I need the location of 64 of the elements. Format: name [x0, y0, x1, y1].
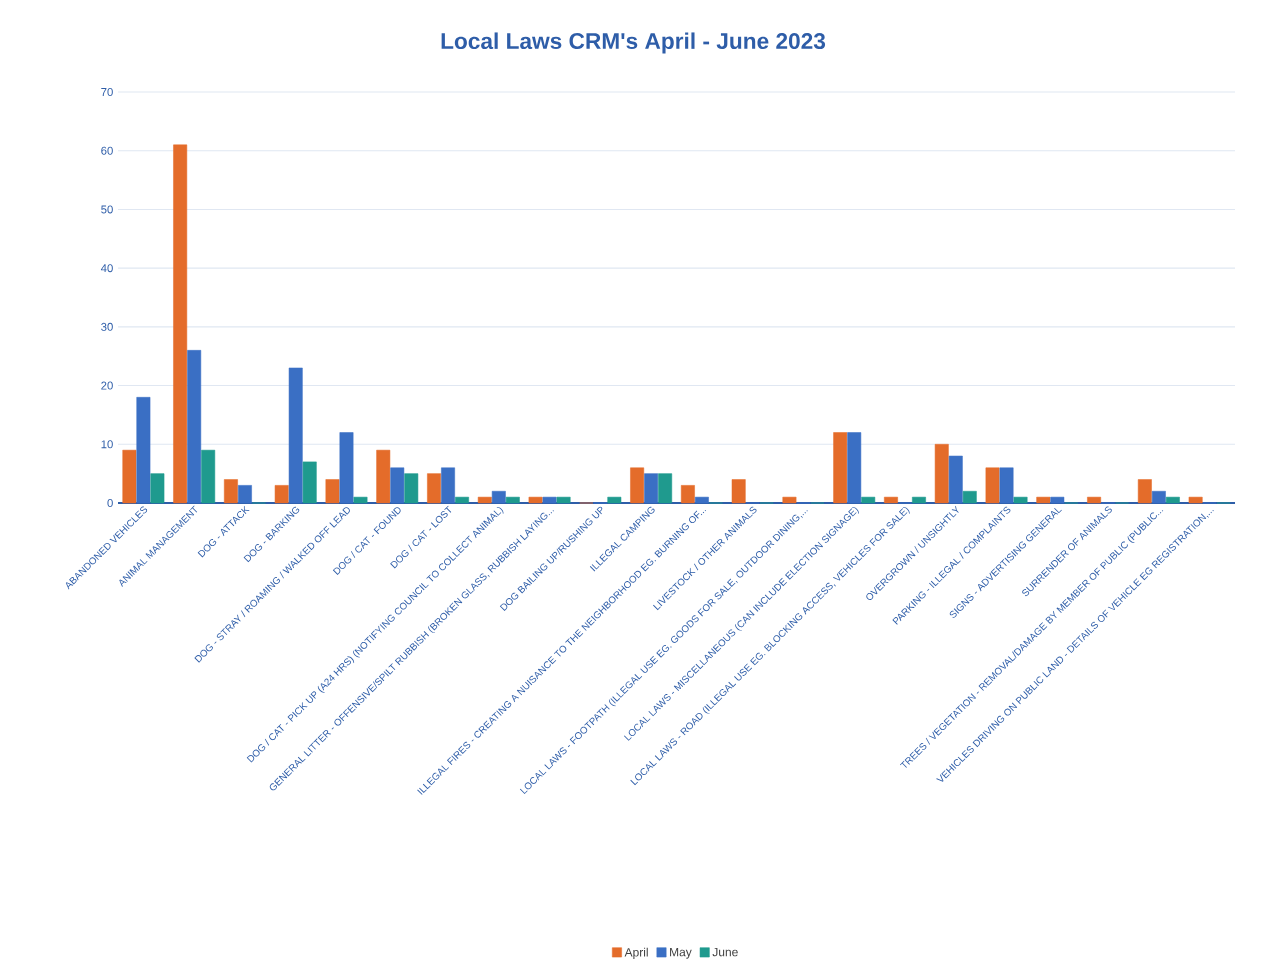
- bar: [325, 479, 340, 504]
- bar: [999, 467, 1014, 504]
- bar: [630, 467, 645, 504]
- bar: [861, 496, 876, 504]
- bar: [353, 496, 368, 504]
- bar: [427, 473, 441, 504]
- bar: [644, 473, 659, 504]
- bar: [1050, 496, 1065, 504]
- y-tick-label: 50: [101, 205, 113, 214]
- bar: [962, 490, 977, 504]
- bar: [173, 144, 188, 504]
- bar: [136, 397, 151, 504]
- bar: [658, 473, 673, 504]
- bar: [1013, 496, 1028, 504]
- bar: [528, 496, 543, 504]
- bar: [1165, 496, 1180, 504]
- y-tick-label: 30: [101, 322, 113, 331]
- bar: [339, 432, 354, 504]
- bar: [1036, 496, 1051, 504]
- bar: [201, 449, 216, 504]
- bar: [934, 444, 949, 504]
- y-tick-label: 20: [101, 381, 113, 390]
- bar: [833, 432, 848, 504]
- bar: [1151, 490, 1166, 504]
- y-tick-label: 60: [101, 146, 113, 155]
- bar: [731, 479, 746, 504]
- y-tick-label: 70: [101, 88, 113, 97]
- bar: [556, 496, 571, 504]
- bar: [477, 496, 492, 504]
- bar: [376, 449, 391, 504]
- legend-label: June: [712, 947, 738, 957]
- y-tick-label: 0: [107, 499, 113, 508]
- bar: [948, 455, 963, 504]
- bar: [1137, 479, 1152, 504]
- y-tick-label: 10: [101, 440, 113, 449]
- legend-label: May: [670, 947, 692, 959]
- bar: [985, 467, 1000, 504]
- bar: [607, 496, 622, 504]
- bar: [441, 467, 455, 504]
- bar: [884, 496, 898, 504]
- bar: [455, 496, 469, 504]
- bar: [288, 367, 303, 504]
- bar: [680, 485, 695, 504]
- bar: [694, 496, 709, 504]
- bar: [390, 467, 405, 504]
- chart-title: Local Laws CRM's April - June 2023: [441, 32, 826, 54]
- legend-label: April: [624, 947, 648, 959]
- bar: [542, 496, 557, 504]
- bar: [274, 485, 289, 504]
- bar: [224, 479, 238, 504]
- bar: [302, 461, 317, 504]
- bar: [847, 432, 862, 504]
- bar: [1188, 496, 1203, 504]
- bar: [491, 490, 506, 504]
- bar: [912, 496, 926, 504]
- bar: [782, 496, 797, 504]
- bar: [505, 496, 520, 504]
- bar: [187, 350, 202, 504]
- bar: [238, 485, 252, 504]
- y-tick-label: 40: [100, 264, 113, 273]
- bar: [404, 473, 419, 504]
- bar: [150, 473, 165, 504]
- bar: [122, 449, 137, 504]
- bar: [1087, 496, 1102, 504]
